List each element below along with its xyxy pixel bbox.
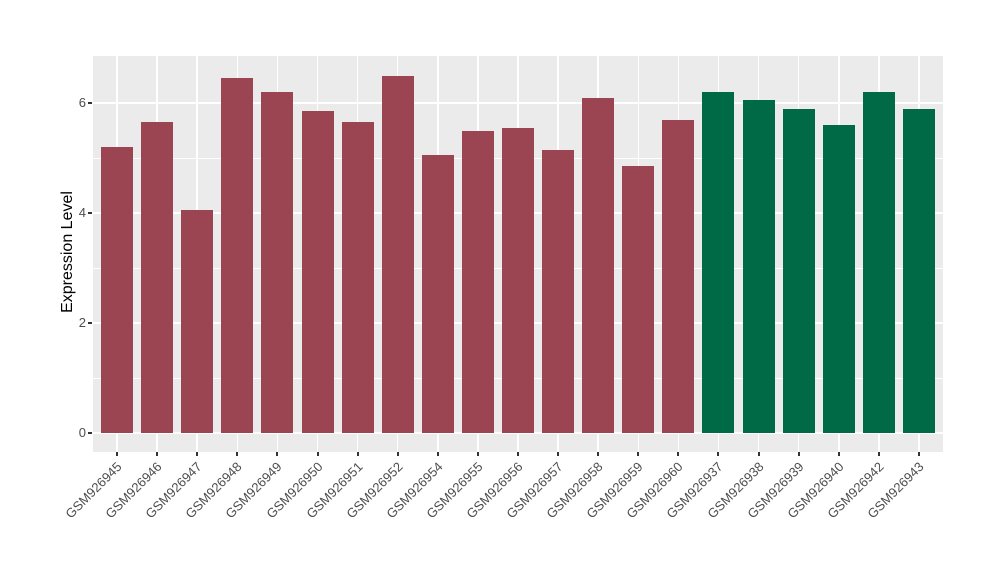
bar-GSM926951: [341, 122, 374, 433]
x-tick-mark: [316, 452, 319, 456]
y-tick-label: 4: [78, 205, 86, 220]
bar-GSM926958: [582, 97, 615, 433]
x-tick-mark: [597, 452, 600, 456]
bar-GSM926939: [782, 108, 815, 433]
plot-panel: [93, 56, 943, 452]
bar-GSM926942: [862, 92, 895, 433]
x-tick-mark: [276, 452, 279, 456]
y-tick-label: 6: [78, 95, 86, 110]
bar-GSM926946: [141, 122, 174, 433]
x-tick-mark: [877, 452, 880, 456]
bar-GSM926955: [461, 130, 494, 433]
x-tick-mark: [436, 452, 439, 456]
y-tick-label: 2: [78, 315, 86, 330]
x-tick-mark: [156, 452, 159, 456]
x-tick-mark: [236, 452, 239, 456]
x-tick-mark: [637, 452, 640, 456]
bar-GSM926960: [662, 119, 695, 433]
bar-GSM926940: [822, 125, 855, 433]
x-tick-mark: [557, 452, 560, 456]
bar-GSM926950: [301, 111, 334, 433]
x-tick-mark: [116, 452, 119, 456]
x-tick-mark: [196, 452, 199, 456]
x-tick-mark: [356, 452, 359, 456]
x-tick-mark: [396, 452, 399, 456]
bar-GSM926948: [221, 78, 254, 433]
y-tick-label: 0: [78, 425, 86, 440]
bar-GSM926945: [101, 147, 134, 433]
bar-GSM926949: [261, 92, 294, 433]
bar-GSM926952: [381, 75, 414, 433]
bar-GSM926937: [702, 92, 735, 433]
bar-GSM926943: [902, 108, 935, 433]
bar-GSM926956: [502, 127, 534, 433]
bar-GSM926938: [742, 100, 775, 433]
x-tick-mark: [797, 452, 800, 456]
y-tick-mark: [88, 322, 92, 324]
x-tick-mark: [677, 452, 680, 456]
bar-GSM926957: [542, 149, 575, 433]
x-tick-mark: [476, 452, 479, 456]
bar-GSM926954: [421, 155, 454, 433]
x-tick-mark: [837, 452, 840, 456]
bar-GSM926947: [181, 210, 214, 433]
y-tick-mark: [88, 102, 92, 104]
x-tick-mark: [717, 452, 720, 456]
y-tick-mark: [88, 432, 92, 434]
x-tick-mark: [917, 452, 920, 456]
y-tick-mark: [88, 212, 92, 214]
bar-GSM926959: [622, 166, 655, 433]
x-tick-mark: [757, 452, 760, 456]
x-tick-mark: [517, 452, 519, 456]
